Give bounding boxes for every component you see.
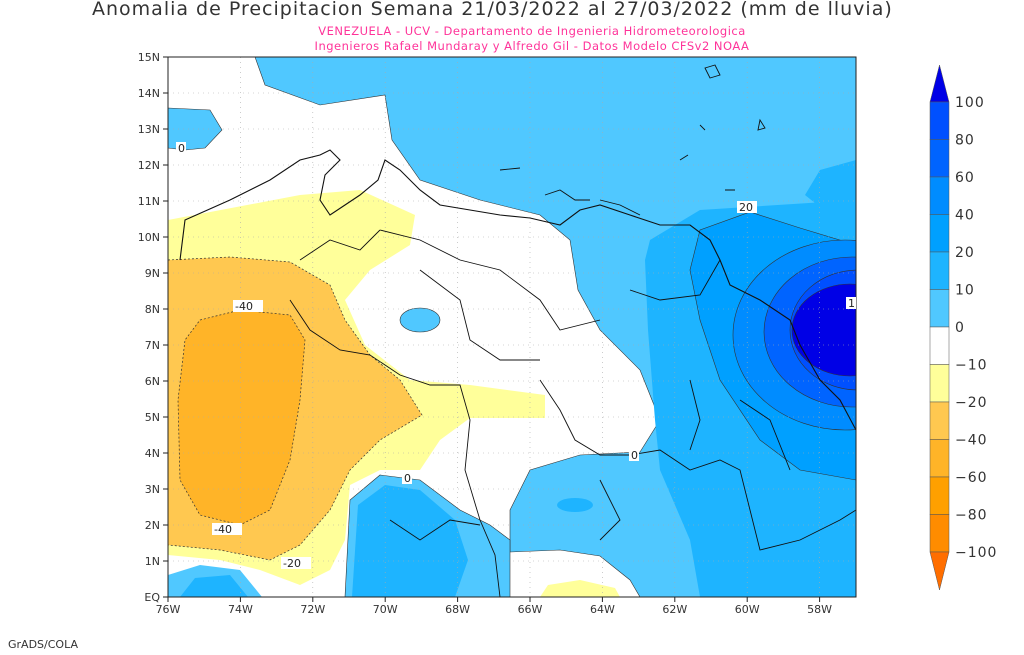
lat-tick-label: 1N	[145, 555, 160, 568]
lat-tick-label: 3N	[145, 483, 160, 496]
map-title: Anomalia de Precipitacion Semana 21/03/2…	[92, 0, 893, 20]
contour-label: 0	[404, 472, 411, 485]
latitude-axis: 15N 14N 13N 12N 11N 10N 9N 8N 7N 6N 5N 4N 3N 2N 1N EQ	[138, 51, 168, 604]
lon-tick-label: 58W	[807, 603, 832, 616]
colorbar-label: 80	[955, 133, 975, 149]
contour-label: -40	[214, 523, 232, 536]
colorbar-label: −40	[955, 433, 988, 449]
lon-tick-label: 74W	[228, 603, 253, 616]
lon-tick-label: 68W	[445, 603, 470, 616]
colorbar-band	[929, 476, 950, 515]
contour-labels: 0 20 -40 -40 -20 0 0 1	[176, 142, 856, 570]
field-neg40-60	[177, 309, 306, 526]
lon-tick-label: 62W	[662, 603, 687, 616]
field-0-10-blob	[399, 307, 441, 333]
lat-tick-label: 7N	[145, 339, 160, 352]
anomaly-fields	[168, 57, 856, 597]
lat-tick-label: 12N	[138, 159, 160, 172]
lat-tick-label: 11N	[138, 195, 160, 208]
colorbar-band	[929, 139, 950, 178]
lat-tick-label: 13N	[138, 123, 160, 136]
field-neg10-20-south	[540, 580, 620, 597]
contour-label: 0	[178, 142, 185, 155]
lat-tick-label: 5N	[145, 411, 160, 424]
lon-tick-label: 64W	[590, 603, 615, 616]
coastline	[179, 149, 856, 431]
colorbar-min-arrow	[929, 551, 950, 591]
contour-label: 1	[848, 297, 855, 310]
lat-tick-label: 10N	[138, 231, 160, 244]
footer-credit: GrADS/COLA	[8, 638, 78, 651]
grid-lines	[168, 57, 856, 597]
field-0-10-nw	[168, 107, 223, 151]
lat-tick-label: 14N	[138, 87, 160, 100]
colorbar-band	[929, 101, 950, 140]
colorbar-label: 40	[955, 208, 975, 224]
contour-label: 20	[739, 201, 753, 214]
contour-label: 0	[631, 449, 638, 462]
islands	[499, 64, 766, 216]
field-gt-100	[791, 283, 856, 377]
lat-tick-label: 8N	[145, 303, 160, 316]
colorbar-band	[929, 401, 950, 440]
lon-tick-label: 60W	[735, 603, 760, 616]
lon-tick-label: 70W	[373, 603, 398, 616]
colorbar-band	[929, 214, 950, 253]
borders	[289, 229, 856, 597]
lon-tick-label: 76W	[156, 603, 181, 616]
colorbar-max-arrow	[929, 64, 950, 103]
field-10-20-sw	[180, 575, 248, 597]
lat-tick-label: 15N	[138, 51, 160, 64]
lon-tick-label: 72W	[300, 603, 325, 616]
colorbar-label: −80	[955, 508, 988, 524]
lat-tick-label: 2N	[145, 519, 160, 532]
subtitle-institution: VENEZUELA - UCV - Departamento de Ingeni…	[318, 24, 746, 38]
lat-tick-label: EQ	[144, 591, 160, 604]
colorbar-band	[929, 289, 950, 328]
colorbar-label: −60	[955, 470, 988, 486]
colorbar-band	[929, 514, 950, 553]
lat-tick-label: 9N	[145, 267, 160, 280]
colorbar-band	[929, 326, 950, 365]
lat-tick-label: 4N	[145, 447, 160, 460]
colorbar-band	[929, 439, 950, 478]
colorbar-label: 20	[955, 245, 975, 261]
colorbar-label: −100	[955, 545, 997, 561]
colorbar-label: 60	[955, 170, 975, 186]
lon-tick-label: 66W	[518, 603, 543, 616]
field-10-20-blob	[557, 498, 593, 512]
colorbar-band	[929, 364, 950, 403]
field-10-20-south	[352, 485, 468, 597]
colorbar-label: −20	[955, 395, 988, 411]
lat-tick-label: 6N	[145, 375, 160, 388]
colorbar-label: 100	[955, 95, 985, 111]
longitude-axis: 76W 74W 72W 70W 68W 66W 64W 62W 60W 58W	[156, 597, 832, 616]
colorbar-label: 0	[955, 320, 965, 336]
colorbar-band	[929, 251, 950, 290]
subtitle-authors: Ingenieros Rafael Mundaray y Alfredo Gil…	[314, 39, 750, 53]
contour-label: -40	[235, 300, 253, 313]
colorbar-band	[929, 176, 950, 215]
colorbar-label: −10	[955, 358, 988, 374]
colorbar-label: 10	[955, 283, 975, 299]
contour-label: -20	[283, 557, 301, 570]
plot-frame	[167, 56, 857, 598]
